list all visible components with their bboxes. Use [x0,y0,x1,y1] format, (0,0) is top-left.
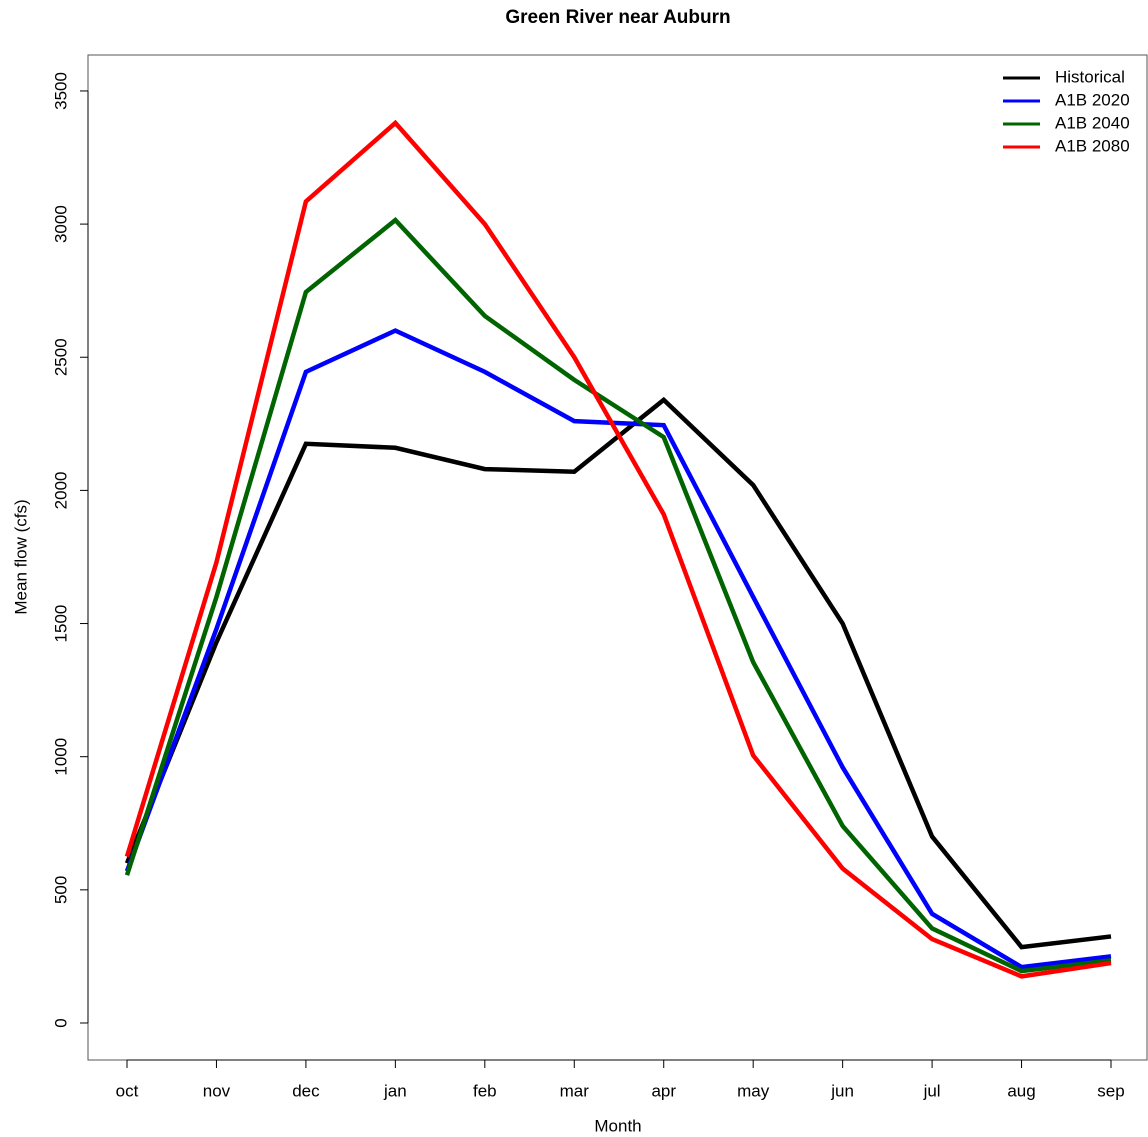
x-tick-label: dec [292,1081,320,1100]
y-tick-label: 1000 [51,738,70,776]
legend-label: A1B 2080 [1055,136,1130,155]
series-line [124,119,1112,979]
legend-label: Historical [1055,67,1125,86]
series-line [124,328,1112,970]
y-tick-label: 1500 [51,605,70,643]
x-tick-label: feb [473,1081,497,1100]
y-tick-label: 500 [51,876,70,904]
y-tick-label: 0 [51,1018,70,1027]
y-tick-label: 3000 [51,205,70,243]
x-tick-label: oct [116,1081,139,1100]
y-tick-label: 2500 [51,338,70,376]
chart-title: Green River near Auburn [505,7,730,28]
x-tick-label: jan [383,1081,407,1100]
x-tick-label: jun [830,1081,854,1100]
x-tick-label: nov [203,1081,231,1100]
legend-label: A1B 2020 [1055,90,1130,109]
series-line [124,396,1112,950]
x-tick-label: sep [1097,1081,1124,1100]
x-tick-label: jul [923,1081,941,1100]
x-tick-label: mar [560,1081,590,1100]
y-tick-label: 3500 [51,72,70,110]
x-tick-label: aug [1007,1081,1035,1100]
series-line [124,217,1112,974]
x-axis-label: Month [594,1116,641,1135]
x-tick-label: may [737,1081,770,1100]
y-tick-label: 2000 [51,471,70,509]
y-axis-label: Mean flow (cfs) [11,499,30,614]
x-tick-label: apr [651,1081,676,1100]
legend-label: A1B 2040 [1055,113,1130,132]
